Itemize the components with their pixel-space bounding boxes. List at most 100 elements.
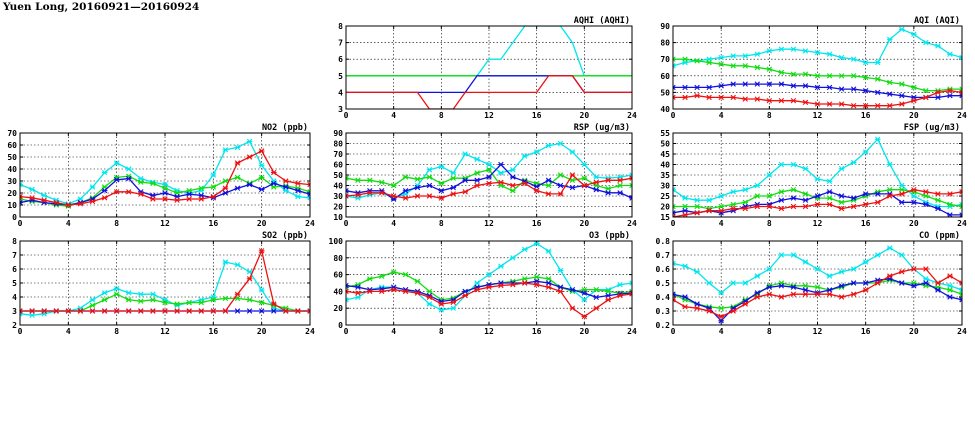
- series-point-0: [862, 59, 869, 66]
- page-title: Yuen Long, 20160921—20160924: [3, 1, 200, 13]
- x-tick-label: 0: [671, 327, 676, 336]
- series-point-1: [545, 182, 552, 189]
- series-point-1: [886, 79, 893, 86]
- series-point-0: [593, 174, 600, 180]
- series-point-1: [826, 195, 833, 201]
- series-point-2: [826, 84, 833, 91]
- series-point-3: [718, 313, 724, 320]
- series-point-0: [814, 176, 821, 182]
- series-point-0: [682, 263, 688, 269]
- series-point-2: [270, 308, 277, 314]
- series-point-3: [826, 101, 833, 107]
- series-point-3: [557, 288, 564, 295]
- series-point-0: [826, 178, 833, 184]
- series-point-2: [426, 182, 433, 189]
- series-point-1: [414, 278, 421, 285]
- panel-o3: 0 4 8 12 16 20 24 0 20 40 60 80 100 O3 (ppb): [329, 231, 637, 336]
- series-point-3: [923, 189, 929, 195]
- series-point-1: [754, 64, 761, 71]
- series-point-1: [198, 299, 205, 306]
- x-tick-label: 20: [909, 111, 919, 120]
- series-point-3: [766, 98, 773, 104]
- x-tick-label: 0: [344, 111, 349, 120]
- y-tick-label: 8: [338, 22, 343, 31]
- series-point-2: [730, 81, 737, 87]
- series-point-2: [802, 83, 809, 89]
- series-point-2: [898, 93, 905, 99]
- series-point-3: [766, 291, 773, 297]
- series-point-0: [450, 170, 457, 176]
- series-point-1: [673, 203, 676, 210]
- series-point-3: [222, 308, 229, 314]
- series-point-1: [838, 73, 845, 79]
- series-point-3: [486, 180, 492, 187]
- y-tick-label: 10: [333, 213, 343, 222]
- series-point-2: [862, 280, 869, 286]
- series-point-2: [706, 84, 712, 91]
- series-point-1: [923, 88, 929, 94]
- series-point-3: [718, 94, 724, 101]
- series-point-3: [474, 287, 480, 293]
- y-tick-label: 0.3: [656, 307, 671, 316]
- series-point-1: [694, 203, 700, 210]
- series-point-2: [673, 210, 676, 216]
- series-point-3: [814, 101, 821, 107]
- y-tick-label: 6: [12, 265, 17, 274]
- series-point-2: [545, 177, 552, 183]
- series-point-1: [367, 177, 373, 183]
- series-point-3: [923, 94, 929, 101]
- series-point-3: [545, 191, 552, 197]
- x-tick-label: 16: [532, 219, 542, 228]
- series-point-0: [545, 248, 552, 254]
- y-tick-label: 2: [12, 321, 17, 330]
- series-group: [20, 138, 310, 209]
- y-tick-label: 50: [333, 171, 343, 180]
- series-point-3: [682, 94, 688, 101]
- series-point-3: [450, 191, 457, 197]
- series-point-0: [222, 147, 229, 153]
- x-tick-label: 4: [719, 327, 724, 336]
- series-point-1: [682, 203, 688, 210]
- series-point-3: [198, 308, 205, 314]
- series-point-3: [77, 308, 84, 314]
- series-point-3: [838, 294, 845, 300]
- series-point-2: [959, 212, 962, 217]
- series-point-3: [911, 187, 917, 193]
- series-point-3: [150, 308, 156, 314]
- series-point-3: [234, 291, 241, 297]
- series-point-2: [629, 195, 632, 201]
- series-point-0: [826, 273, 833, 279]
- series-point-3: [474, 182, 480, 189]
- series-point-1: [581, 175, 588, 181]
- series-point-0: [862, 149, 869, 155]
- y-tick-label: 5: [12, 279, 17, 288]
- series-point-3: [41, 197, 47, 203]
- series-point-3: [898, 101, 905, 107]
- y-tick-label: 90: [660, 22, 670, 31]
- series-point-0: [510, 167, 516, 173]
- series-point-0: [886, 161, 893, 168]
- series-point-2: [557, 284, 564, 290]
- series-point-0: [790, 46, 797, 52]
- series-point-1: [89, 302, 96, 309]
- series-point-0: [246, 138, 253, 145]
- y-tick-label: 8: [12, 237, 17, 246]
- chart-title: AQHI (AQHI): [574, 16, 630, 26]
- series-point-2: [462, 177, 468, 183]
- series-point-1: [246, 297, 253, 303]
- x-tick-label: 24: [627, 111, 637, 120]
- series-point-3: [378, 288, 385, 295]
- series-point-2: [346, 282, 349, 289]
- y-tick-label: 90: [333, 129, 343, 138]
- series-point-2: [742, 81, 749, 87]
- series-point-2: [605, 190, 611, 196]
- series-point-1: [730, 63, 737, 69]
- series-point-2: [283, 184, 289, 190]
- series-point-1: [258, 174, 265, 181]
- series-point-3: [874, 280, 881, 286]
- series-point-2: [545, 280, 552, 286]
- series-point-0: [113, 160, 120, 166]
- series-point-3: [947, 191, 953, 197]
- series-point-3: [53, 308, 60, 314]
- series-point-1: [390, 269, 397, 275]
